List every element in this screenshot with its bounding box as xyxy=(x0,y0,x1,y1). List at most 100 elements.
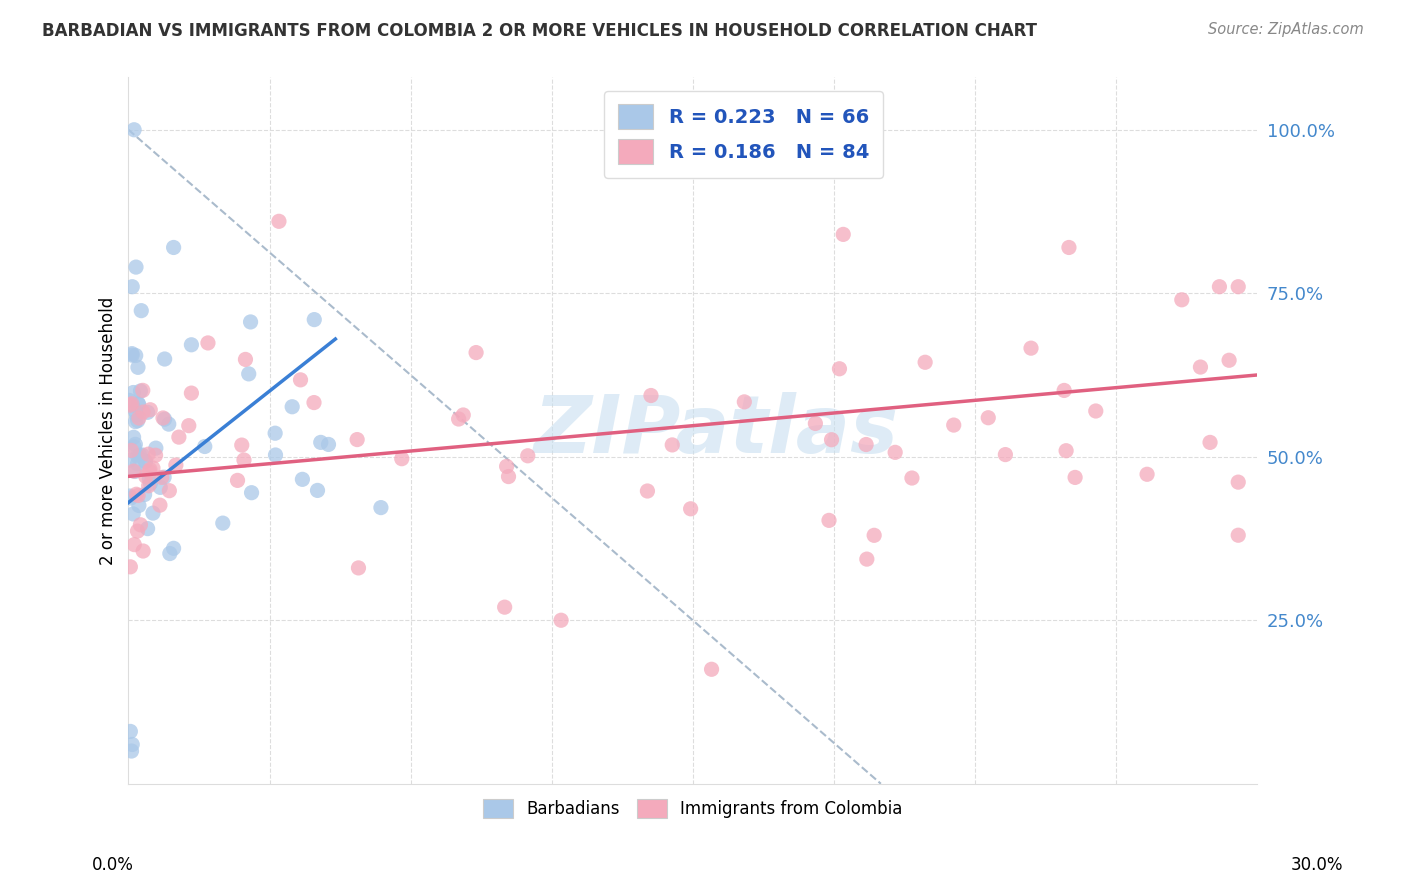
Point xyxy=(281,400,304,414)
Point xyxy=(264,426,287,441)
Point xyxy=(125,408,148,422)
Point xyxy=(1064,470,1087,484)
Y-axis label: 2 or more Vehicles in Household: 2 or more Vehicles in Household xyxy=(100,296,117,565)
Point xyxy=(120,491,142,505)
Point xyxy=(914,355,936,369)
Point xyxy=(122,385,145,400)
Point xyxy=(1171,293,1194,307)
Point xyxy=(134,454,156,468)
Point xyxy=(138,465,160,479)
Point xyxy=(145,448,167,462)
Point xyxy=(129,517,152,532)
Point xyxy=(129,303,152,318)
Point xyxy=(127,488,149,502)
Point xyxy=(124,465,146,479)
Point xyxy=(153,412,176,426)
Point xyxy=(1227,528,1250,542)
Point xyxy=(194,440,217,454)
Point xyxy=(239,315,262,329)
Point xyxy=(127,457,149,471)
Point xyxy=(135,469,157,483)
Point xyxy=(142,461,165,475)
Point xyxy=(150,470,173,484)
Point xyxy=(165,458,187,472)
Point xyxy=(318,437,340,451)
Point xyxy=(128,448,150,462)
Point xyxy=(157,417,180,431)
Point xyxy=(142,506,165,520)
Point xyxy=(1053,384,1076,398)
Point xyxy=(167,430,190,444)
Point xyxy=(124,538,146,552)
Point xyxy=(127,449,149,463)
Point xyxy=(132,384,155,398)
Point xyxy=(820,433,842,447)
Point xyxy=(138,479,160,493)
Point xyxy=(121,398,143,412)
Point xyxy=(302,395,325,409)
Point xyxy=(197,335,219,350)
Point xyxy=(465,345,488,359)
Point xyxy=(124,437,146,451)
Point xyxy=(391,451,413,466)
Point xyxy=(346,433,368,447)
Point xyxy=(125,487,148,501)
Point xyxy=(127,524,149,538)
Point xyxy=(1136,467,1159,482)
Point xyxy=(1084,404,1107,418)
Point xyxy=(264,448,287,462)
Point xyxy=(240,485,263,500)
Point xyxy=(139,476,162,491)
Point xyxy=(863,528,886,542)
Point xyxy=(211,516,233,530)
Point xyxy=(134,487,156,501)
Point xyxy=(1189,360,1212,375)
Point xyxy=(149,480,172,494)
Point xyxy=(157,483,180,498)
Point xyxy=(733,395,755,409)
Point xyxy=(516,449,538,463)
Point xyxy=(1057,240,1080,254)
Text: BARBADIAN VS IMMIGRANTS FROM COLOMBIA 2 OR MORE VEHICLES IN HOUSEHOLD CORRELATIO: BARBADIAN VS IMMIGRANTS FROM COLOMBIA 2 … xyxy=(42,22,1038,40)
Point xyxy=(124,415,146,429)
Point xyxy=(238,367,260,381)
Text: 0.0%: 0.0% xyxy=(91,855,134,873)
Point xyxy=(124,404,146,418)
Point xyxy=(128,411,150,425)
Point xyxy=(121,738,143,752)
Point xyxy=(180,338,202,352)
Point xyxy=(139,462,162,476)
Point xyxy=(129,384,152,398)
Point xyxy=(1227,279,1250,293)
Point xyxy=(135,454,157,468)
Point xyxy=(127,397,149,411)
Point xyxy=(162,541,184,556)
Point xyxy=(828,361,851,376)
Point xyxy=(122,507,145,521)
Point xyxy=(451,408,474,422)
Point xyxy=(307,483,329,498)
Point xyxy=(700,662,723,676)
Point xyxy=(370,500,392,515)
Point xyxy=(347,561,370,575)
Point xyxy=(120,724,142,739)
Point xyxy=(152,411,174,425)
Point xyxy=(855,437,877,451)
Point xyxy=(120,443,142,458)
Point xyxy=(122,430,145,444)
Point xyxy=(122,440,145,454)
Point xyxy=(291,472,314,486)
Point xyxy=(120,398,142,412)
Point xyxy=(309,435,332,450)
Point xyxy=(180,386,202,401)
Point xyxy=(1019,341,1042,355)
Point xyxy=(818,513,841,527)
Point xyxy=(884,445,907,459)
Point xyxy=(139,402,162,417)
Point xyxy=(267,214,290,228)
Point xyxy=(149,498,172,512)
Point xyxy=(121,744,143,758)
Point xyxy=(447,412,470,426)
Point xyxy=(121,348,143,362)
Point xyxy=(136,447,159,461)
